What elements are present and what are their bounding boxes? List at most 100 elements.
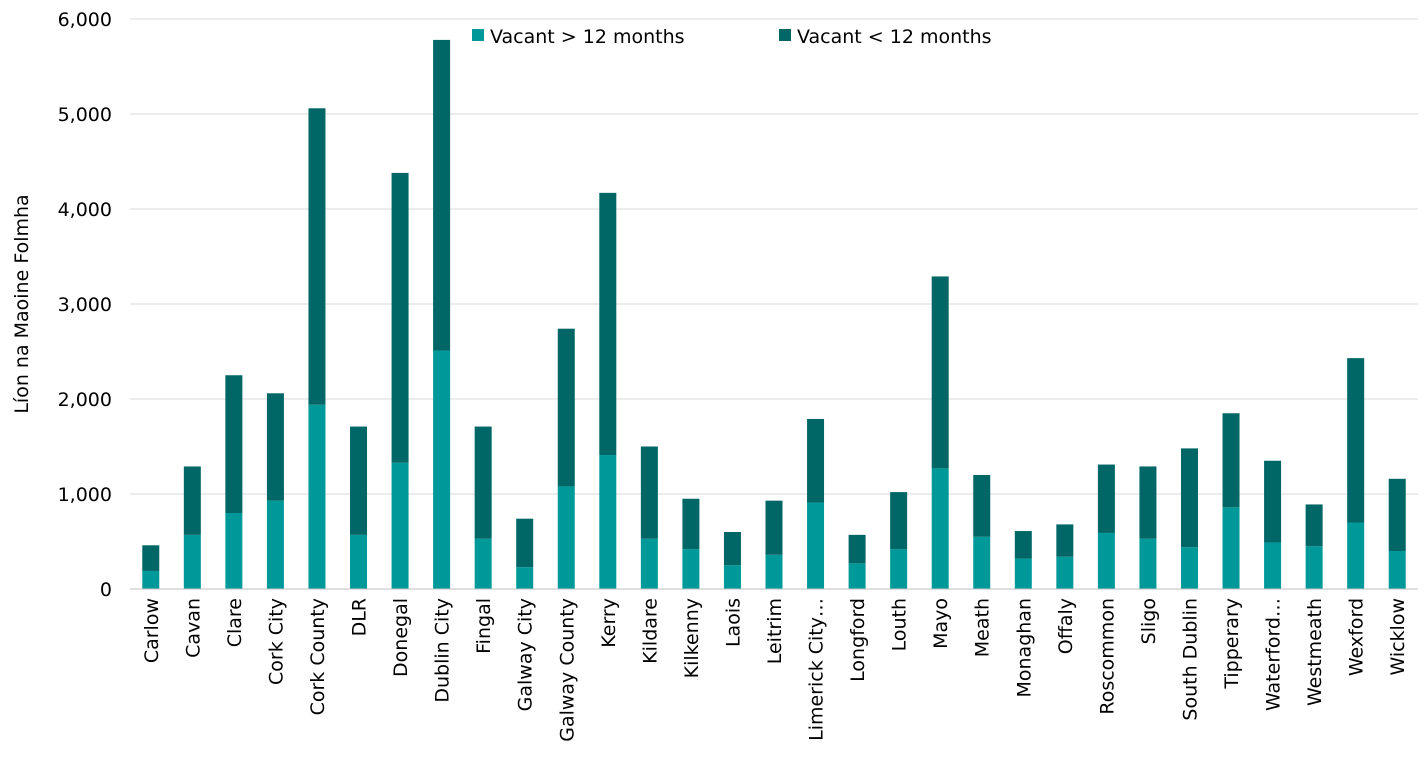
x-axis-labels: Carlow Cavan Clare Cork City Cork County DLR D… [141, 598, 1409, 742]
bar-vacant-over-12-months [474, 538, 492, 589]
x-tick-label: Limerick City… [806, 598, 828, 741]
bar-vacant-over-12-months [308, 404, 326, 589]
gridlines [130, 18, 1418, 495]
bar-vacant-over-12-months [807, 502, 825, 589]
bar-vacant-under-12-months [474, 426, 492, 539]
x-tick-label: Sligo [1138, 598, 1160, 644]
x-tick-label: Monaghan [1013, 598, 1035, 698]
x-tick-label: Wexford [1346, 598, 1368, 676]
x-tick-label: Cavan [182, 598, 204, 658]
bar-vacant-over-12-months [890, 549, 908, 589]
bar-vacant-under-12-months [183, 466, 201, 535]
bar-vacant-under-12-months [1056, 524, 1074, 557]
bar-vacant-over-12-months [557, 486, 575, 589]
y-axis-ticks: 0 1,000 2,000 3,000 4,000 5,000 6,000 [58, 9, 112, 601]
bar-vacant-under-12-months [723, 532, 741, 566]
bar-vacant-under-12-months [1014, 531, 1032, 559]
bar-vacant-over-12-months [1305, 546, 1323, 589]
x-tick-label: Cork County [307, 598, 329, 715]
x-tick-label: Longford [847, 598, 869, 682]
bar-vacant-under-12-months [350, 426, 368, 535]
legend-label: Vacant < 12 months [797, 26, 992, 48]
y-tick-label: 4,000 [58, 199, 112, 221]
bar-vacant-under-12-months [1264, 460, 1282, 543]
bar-vacant-under-12-months [142, 545, 160, 571]
bar-vacant-under-12-months [1180, 448, 1198, 548]
bar-vacant-under-12-months [1139, 466, 1157, 539]
y-tick-label: 5,000 [58, 104, 112, 126]
x-tick-label: South Dublin [1179, 598, 1201, 721]
bar-vacant-over-12-months [1139, 538, 1157, 589]
legend-swatch [472, 29, 484, 41]
x-tick-label: Galway City [515, 598, 537, 711]
x-tick-label: Kerry [598, 598, 620, 648]
y-tick-label: 6,000 [58, 9, 112, 31]
x-tick-label: Laois [722, 598, 744, 647]
bar-vacant-under-12-months [765, 500, 783, 555]
bar-vacant-over-12-months [266, 500, 284, 589]
bar-vacant-under-12-months [1347, 358, 1365, 523]
legend-label: Vacant > 12 months [490, 26, 685, 48]
bar-vacant-under-12-months [807, 418, 825, 503]
bar-vacant-over-12-months [682, 549, 700, 589]
bar-vacant-over-12-months [1097, 532, 1115, 589]
x-tick-label: Tipperary [1221, 598, 1243, 690]
x-tick-label: Roscommon [1096, 598, 1118, 715]
bar-vacant-over-12-months [183, 534, 201, 589]
bar-vacant-under-12-months [890, 492, 908, 550]
legend-swatch [779, 29, 791, 41]
x-tick-label: Westmeath [1304, 598, 1326, 706]
x-tick-label: Wicklow [1387, 598, 1409, 676]
bar-vacant-over-12-months [599, 455, 617, 589]
y-tick-label: 3,000 [58, 294, 112, 316]
bar-vacant-under-12-months [1388, 478, 1406, 551]
bar-vacant-under-12-months [516, 518, 534, 568]
legend: Vacant > 12 months Vacant < 12 months [472, 26, 992, 48]
bar-vacant-over-12-months [142, 570, 160, 589]
bar-vacant-over-12-months [1014, 558, 1032, 589]
x-tick-label: Kildare [639, 598, 661, 664]
bar-vacant-over-12-months [516, 567, 534, 589]
bar-vacant-over-12-months [391, 462, 409, 589]
x-tick-label: Cork City [265, 598, 287, 685]
x-tick-label: Meath [972, 598, 994, 657]
x-tick-label: Louth [889, 598, 911, 651]
x-tick-label: Leitrim [764, 598, 786, 664]
bar-vacant-under-12-months [931, 276, 949, 469]
bar-vacant-over-12-months [1222, 507, 1240, 589]
x-tick-label: Galway County [556, 598, 578, 742]
bar-vacant-over-12-months [973, 536, 991, 589]
x-tick-label: Kilkenny [681, 598, 703, 678]
y-tick-label: 0 [100, 579, 112, 601]
bar-vacant-over-12-months [723, 565, 741, 589]
bar-vacant-under-12-months [225, 375, 243, 513]
bar-vacant-under-12-months [1097, 464, 1115, 533]
bar-vacant-over-12-months [225, 513, 243, 589]
bar-vacant-under-12-months [266, 393, 284, 501]
bar-vacant-under-12-months [1222, 413, 1240, 508]
bar-vacant-over-12-months [433, 350, 451, 589]
y-tick-label: 1,000 [58, 484, 112, 506]
bar-vacant-over-12-months [1347, 522, 1365, 589]
bar-vacant-over-12-months [1056, 556, 1074, 589]
bar-vacant-over-12-months [350, 534, 368, 589]
bar-vacant-under-12-months [1305, 504, 1323, 547]
x-tick-label: Fingal [473, 598, 495, 654]
bar-vacant-over-12-months [1180, 547, 1198, 589]
bar-vacant-under-12-months [391, 172, 409, 463]
x-tick-label: Waterford… [1263, 598, 1285, 711]
bars [142, 39, 1406, 589]
x-tick-label: DLR [349, 598, 371, 636]
bar-vacant-under-12-months [848, 534, 866, 564]
bar-vacant-over-12-months [931, 468, 949, 589]
bar-vacant-under-12-months [973, 475, 991, 537]
x-tick-label: Dublin City [432, 598, 454, 703]
x-tick-label: Carlow [141, 598, 163, 663]
x-tick-label: Mayo [930, 598, 952, 649]
y-tick-label: 2,000 [58, 389, 112, 411]
x-tick-label: Donegal [390, 598, 412, 677]
bar-vacant-under-12-months [433, 39, 451, 351]
y-axis-title: Líon na Maoine Folmha [11, 194, 33, 413]
bar-vacant-over-12-months [1264, 542, 1282, 589]
